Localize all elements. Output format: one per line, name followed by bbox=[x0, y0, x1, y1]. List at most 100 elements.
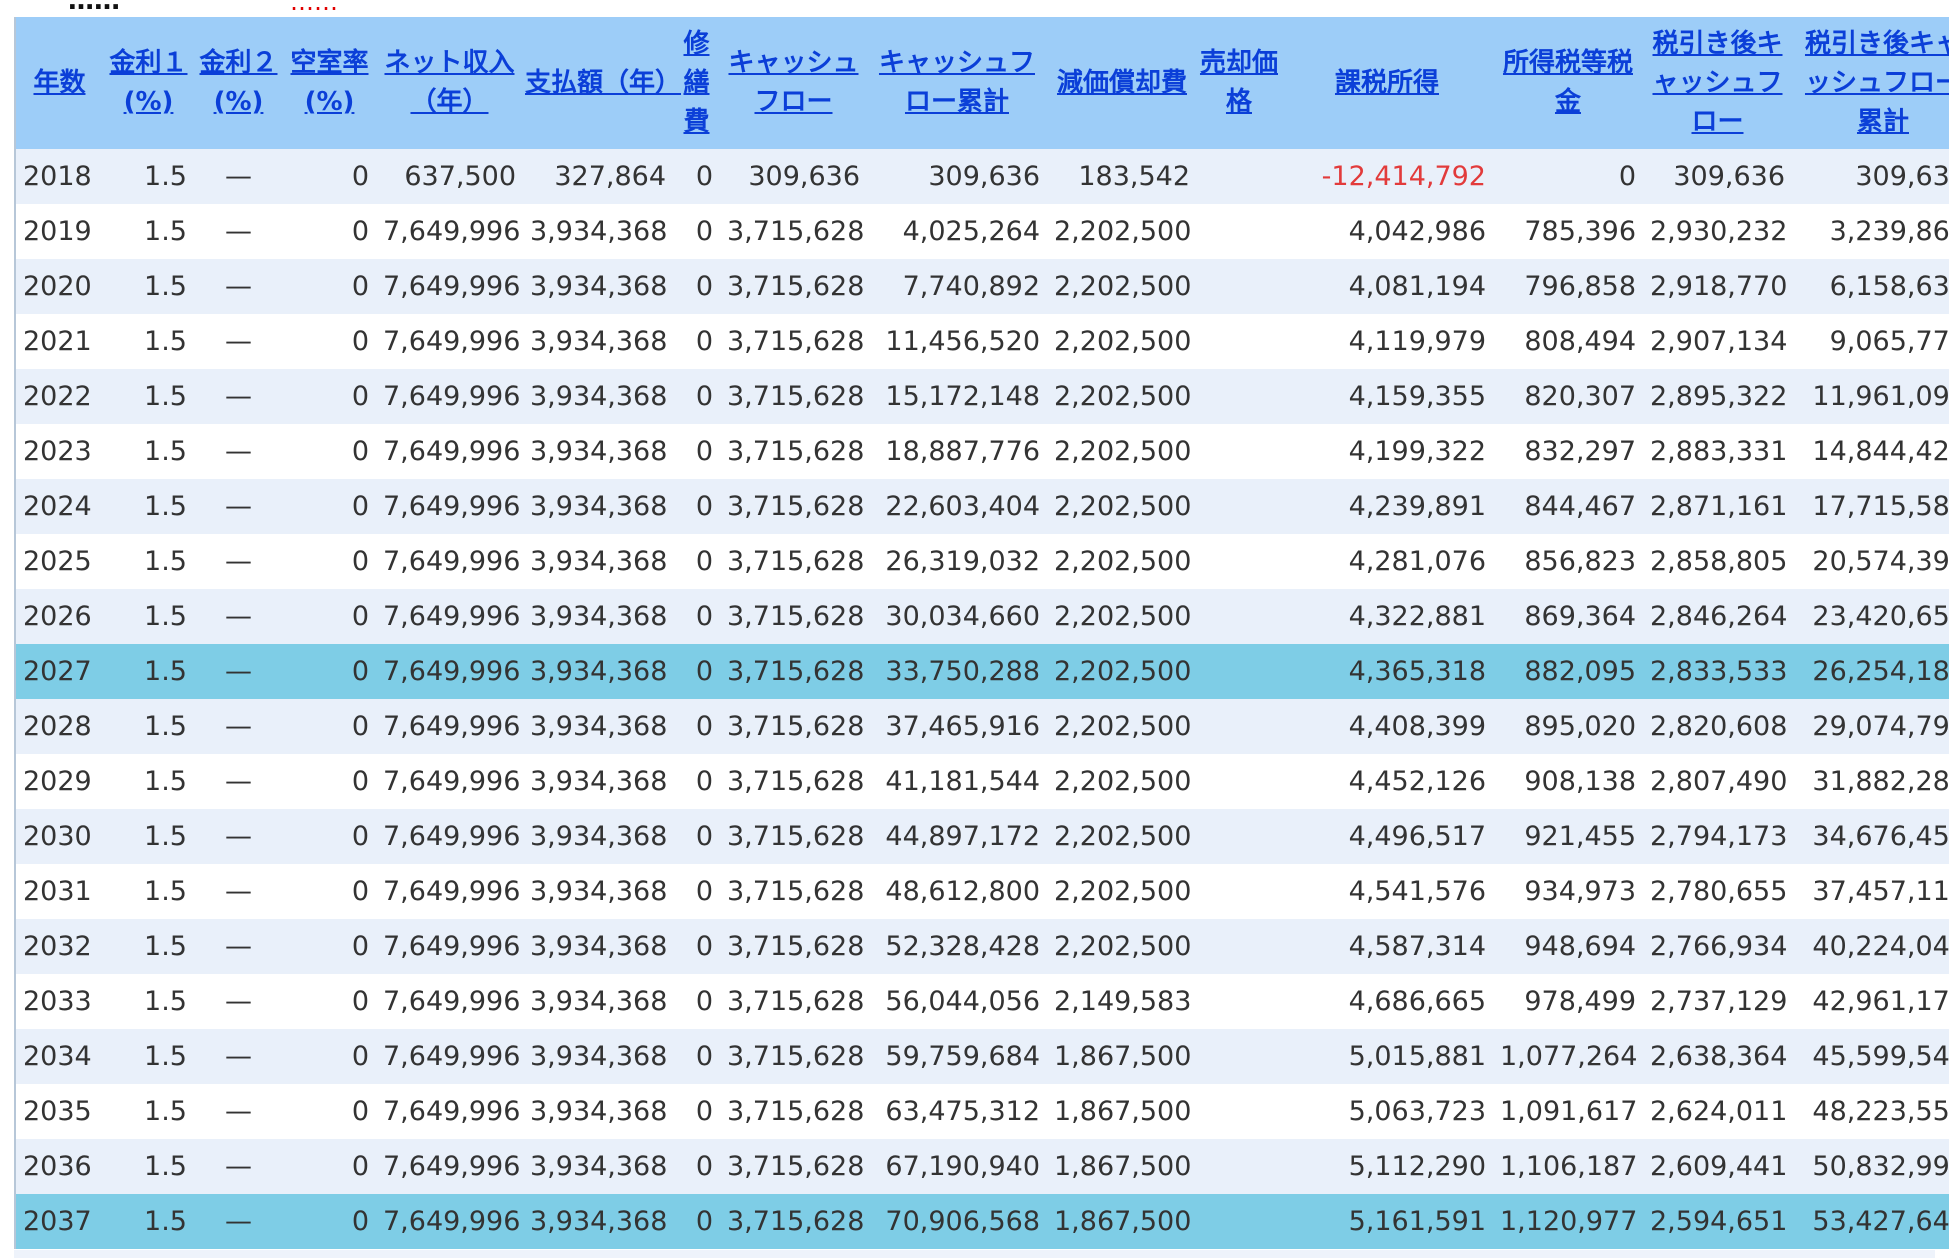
sort-link-net-income[interactable]: ネット収入（年） bbox=[384, 48, 515, 117]
cell-after-tax-cashflow: 2,858,805 bbox=[1643, 534, 1792, 589]
cell-cashflow-total: 11,456,520 bbox=[867, 314, 1047, 369]
cell-after-tax-total: 3,239,868 bbox=[1792, 204, 1949, 259]
table-row: 2020 1.5—0 7,649,996 3,934,368 0 3,715,628 7,7… bbox=[16, 259, 1949, 314]
header-repair[interactable]: 修繕費 bbox=[673, 17, 720, 149]
cell-cashflow: 3,715,628 bbox=[720, 369, 867, 424]
cell-cashflow: 3,715,628 bbox=[720, 314, 867, 369]
cell-taxable-income: 5,063,723 bbox=[1281, 1084, 1493, 1139]
cell-cashflow-total: 18,887,776 bbox=[867, 424, 1047, 479]
header-taxable-income[interactable]: 課税所得 bbox=[1281, 17, 1493, 149]
cell-cashflow-total: 41,181,544 bbox=[867, 754, 1047, 809]
cell-vacancy: 0 bbox=[283, 644, 376, 699]
cell-income-tax: 1,091,617 bbox=[1493, 1084, 1643, 1139]
header-after-tax-total[interactable]: 税引き後キャッシュフロー累計 bbox=[1792, 17, 1949, 149]
cell-vacancy: 0 bbox=[283, 204, 376, 259]
cell-vacancy: 0 bbox=[283, 699, 376, 754]
sort-link-rate2[interactable]: 金利２(%) bbox=[199, 48, 278, 117]
cell-repair: 0 bbox=[673, 809, 720, 864]
cell-rate2: — bbox=[194, 919, 283, 974]
cell-rate1: 1.5 bbox=[103, 1029, 194, 1084]
cell-repair: 0 bbox=[673, 1139, 720, 1194]
sort-link-repair[interactable]: 修繕費 bbox=[683, 28, 710, 137]
cell-payment: 3,934,368 bbox=[523, 644, 673, 699]
cell-year: 2024 bbox=[16, 479, 103, 534]
cell-sale-price bbox=[1197, 314, 1281, 369]
cell-income-tax: 1,077,264 bbox=[1493, 1029, 1643, 1084]
header-payment[interactable]: 支払額（年） bbox=[523, 17, 681, 149]
header-year[interactable]: 年数 bbox=[16, 17, 103, 149]
header-cashflow-total[interactable]: キャッシュフロー累計 bbox=[867, 17, 1047, 149]
sort-link-sale-price[interactable]: 売却価格 bbox=[1199, 48, 1278, 117]
cell-rate1: 1.5 bbox=[103, 1194, 194, 1249]
cell-repair: 0 bbox=[673, 259, 720, 314]
header-vacancy[interactable]: 空室率(%) bbox=[283, 17, 376, 149]
cell-taxable-income: 4,686,665 bbox=[1281, 974, 1493, 1029]
cell-cashflow-total: 44,897,172 bbox=[867, 809, 1047, 864]
table-row: 2036 1.5—0 7,649,996 3,934,368 0 3,715,628 67,… bbox=[16, 1139, 1949, 1194]
cell-sale-price bbox=[1197, 1139, 1281, 1194]
cell-rate2: — bbox=[194, 1139, 283, 1194]
cell-income-tax: 869,364 bbox=[1493, 589, 1643, 644]
cell-depreciation: 2,202,500 bbox=[1047, 589, 1197, 644]
table-row: 2029 1.5—0 7,649,996 3,934,368 0 3,715,628 41,… bbox=[16, 754, 1949, 809]
table-row: 2030 1.5—0 7,649,996 3,934,368 0 3,715,628 44,… bbox=[16, 809, 1949, 864]
cell-cashflow-total: 309,636 bbox=[867, 149, 1047, 204]
cell-net-income: 7,649,996 bbox=[376, 314, 523, 369]
cell-after-tax-cashflow: 2,594,651 bbox=[1643, 1194, 1792, 1249]
sort-link-after-tax-cashflow[interactable]: 税引き後キャッシュフロー bbox=[1652, 28, 1783, 137]
cell-cashflow: 3,715,628 bbox=[720, 974, 867, 1029]
cell-rate1: 1.5 bbox=[103, 809, 194, 864]
cell-cashflow-total: 37,465,916 bbox=[867, 699, 1047, 754]
cell-depreciation: 1,867,500 bbox=[1047, 1194, 1197, 1249]
header-after-tax-cashflow[interactable]: 税引き後キャッシュフロー bbox=[1643, 17, 1792, 149]
header-rate1[interactable]: 金利１(%) bbox=[103, 17, 194, 149]
cell-payment: 3,934,368 bbox=[523, 699, 673, 754]
cell-after-tax-total: 31,882,286 bbox=[1792, 754, 1949, 809]
cell-vacancy: 0 bbox=[283, 149, 376, 204]
cell-after-tax-total: 26,254,187 bbox=[1792, 644, 1949, 699]
header-cashflow[interactable]: キャッシュフロー bbox=[720, 17, 867, 149]
sort-link-taxable-income[interactable]: 課税所得 bbox=[1334, 67, 1439, 98]
cell-net-income: 637,500 bbox=[376, 149, 523, 204]
cell-sale-price bbox=[1197, 149, 1281, 204]
cell-after-tax-cashflow: 2,883,331 bbox=[1643, 424, 1792, 479]
cell-after-tax-cashflow: 2,638,364 bbox=[1643, 1029, 1792, 1084]
sort-link-year[interactable]: 年数 bbox=[33, 67, 86, 98]
cell-income-tax: 934,973 bbox=[1493, 864, 1643, 919]
sort-link-depreciation[interactable]: 減価償却費 bbox=[1056, 67, 1187, 98]
header-income-tax[interactable]: 所得税等税金 bbox=[1493, 17, 1643, 149]
cell-income-tax: 948,694 bbox=[1493, 919, 1643, 974]
cell-repair: 0 bbox=[673, 1084, 720, 1139]
sort-link-cashflow[interactable]: キャッシュフロー bbox=[728, 48, 859, 117]
header-net-income[interactable]: ネット収入（年） bbox=[376, 17, 523, 149]
cell-repair: 0 bbox=[673, 974, 720, 1029]
cell-after-tax-cashflow: 2,907,134 bbox=[1643, 314, 1792, 369]
cell-cashflow-total: 67,190,940 bbox=[867, 1139, 1047, 1194]
cell-payment: 3,934,368 bbox=[523, 754, 673, 809]
sort-link-income-tax[interactable]: 所得税等税金 bbox=[1502, 48, 1633, 117]
cell-repair: 0 bbox=[673, 204, 720, 259]
cell-year: 2030 bbox=[16, 809, 103, 864]
cell-sale-price bbox=[1197, 534, 1281, 589]
cell-rate2: — bbox=[194, 699, 283, 754]
sort-link-after-tax-total[interactable]: 税引き後キャッシュフロー累計 bbox=[1804, 28, 1949, 137]
table-row: 2027 1.5—0 7,649,996 3,934,368 0 3,715,628 33,… bbox=[16, 644, 1949, 699]
cell-rate1: 1.5 bbox=[103, 1139, 194, 1194]
cell-payment: 3,934,368 bbox=[523, 479, 673, 534]
cell-after-tax-cashflow: 2,780,655 bbox=[1643, 864, 1792, 919]
table-row: 2032 1.5—0 7,649,996 3,934,368 0 3,715,628 52,… bbox=[16, 919, 1949, 974]
cell-repair: 0 bbox=[673, 424, 720, 479]
sort-link-payment[interactable]: 支払額（年） bbox=[525, 67, 682, 98]
sort-link-vacancy[interactable]: 空室率(%) bbox=[290, 48, 369, 117]
cell-after-tax-cashflow: 309,636 bbox=[1643, 149, 1792, 204]
cell-vacancy: 0 bbox=[283, 534, 376, 589]
header-depreciation[interactable]: 減価償却費 bbox=[1047, 17, 1197, 149]
cell-depreciation: 2,202,500 bbox=[1047, 369, 1197, 424]
cell-cashflow-total: 33,750,288 bbox=[867, 644, 1047, 699]
cell-after-tax-cashflow: 2,833,533 bbox=[1643, 644, 1792, 699]
header-sale-price[interactable]: 売却価格 bbox=[1197, 17, 1281, 149]
sort-link-cashflow-total[interactable]: キャッシュフロー累計 bbox=[878, 48, 1035, 117]
sort-link-rate1[interactable]: 金利１(%) bbox=[109, 48, 188, 117]
cell-sale-price bbox=[1197, 974, 1281, 1029]
header-rate2[interactable]: 金利２(%) bbox=[194, 17, 283, 149]
